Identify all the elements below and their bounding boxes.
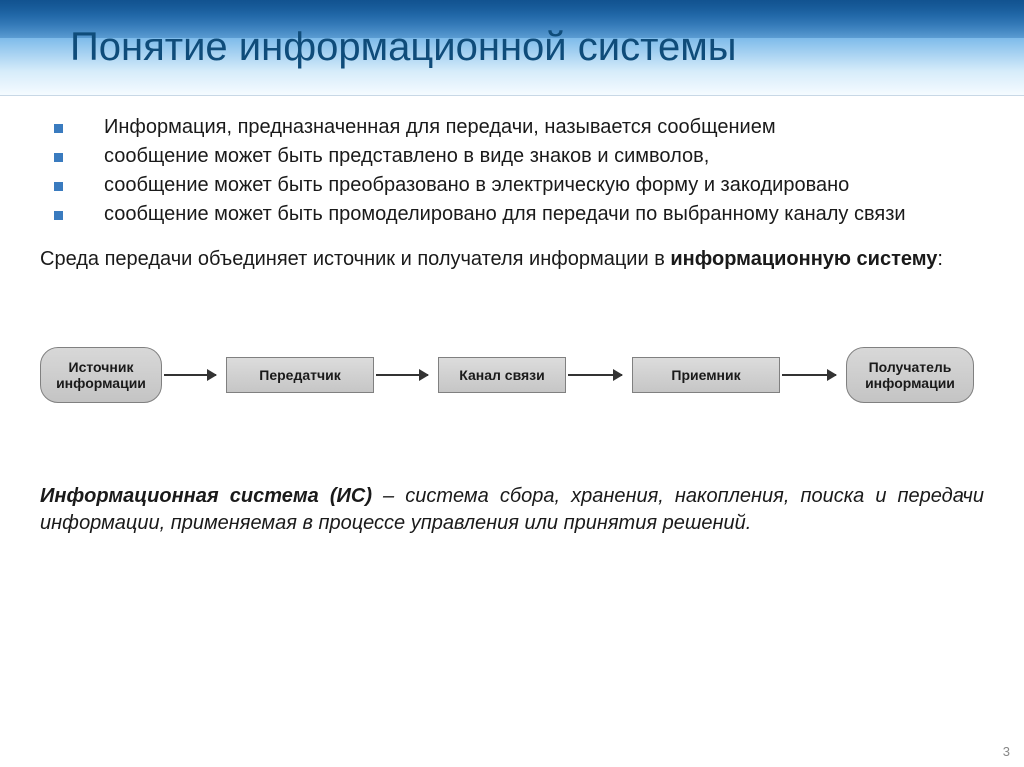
flowchart-arrow-0 (164, 374, 216, 376)
para-tail: : (937, 248, 943, 270)
page-number: 3 (1003, 744, 1010, 759)
para-bold: информационную систему (670, 248, 937, 270)
bullet-item: Информация, предназначенная для передачи… (40, 114, 984, 141)
bullet-item: сообщение может быть представлено в виде… (40, 143, 984, 170)
flowchart-arrow-1 (376, 374, 428, 376)
flowchart-node-tx: Передатчик (226, 357, 374, 393)
flowchart-node-source: Источник информации (40, 347, 162, 403)
para-lead: Среда передачи объединяет источник и пол… (40, 248, 670, 270)
slide-content: Информация, предназначенная для передачи… (0, 96, 1024, 537)
flowchart-node-rx: Приемник (632, 357, 780, 393)
bullet-list: Информация, предназначенная для передачи… (40, 114, 984, 228)
flowchart-diagram: Источник информации Передатчик Канал связи… (40, 321, 984, 441)
definition-paragraph: Информационная система (ИС) – система сб… (40, 483, 984, 537)
flowchart-arrow-2 (568, 374, 622, 376)
flowchart-arrow-3 (782, 374, 836, 376)
intro-paragraph: Среда передачи объединяет источник и пол… (40, 246, 984, 273)
slide-header: Понятие информационной системы (0, 0, 1024, 96)
slide-title: Понятие информационной системы (70, 25, 736, 70)
bullet-item: сообщение может быть преобразовано в эле… (40, 172, 984, 199)
definition-term: Информационная система (ИС) (40, 485, 372, 507)
bullet-item: сообщение может быть промоделировано для… (40, 201, 984, 228)
flowchart-node-sink: Получатель информации (846, 347, 974, 403)
flowchart-node-channel: Канал связи (438, 357, 566, 393)
